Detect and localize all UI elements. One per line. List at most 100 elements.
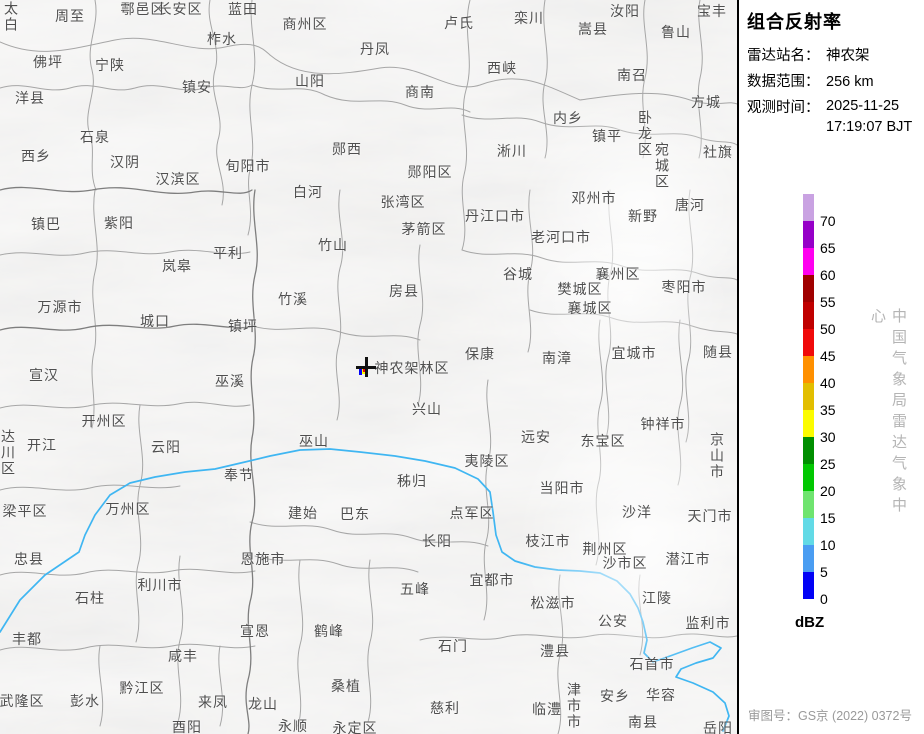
map-label: 枝江市 (525, 533, 571, 549)
echo-pixel-red (363, 369, 365, 372)
map-label: 神农架林区 (374, 360, 450, 376)
map-approval-number: 审图号：GS京 (2022) 0372号 (748, 709, 912, 723)
colorbar-segment (803, 356, 814, 383)
map-label: 西峡 (487, 60, 517, 76)
map-label: 慈利 (430, 700, 460, 716)
radar-station-marker[interactable] (356, 357, 376, 377)
map-area[interactable]: 太白 周至 鄠邑区 长安区 蓝田 栾川 汝阳 嵩县 宝丰 鲁山 柞水 商州区 卢氏 佛坪 宁陕 丹凤 西峡 南召镇… (0, 0, 737, 734)
map-label: 南漳 (542, 350, 572, 366)
field-range-label: 数据范围： (747, 74, 820, 90)
map-label: 社旗 (703, 144, 733, 160)
province-boundaries (0, 186, 258, 734)
map-label: 荆州区 (582, 541, 628, 557)
field-station-value: 神农架 (826, 48, 870, 64)
map-label: 江陵 (642, 590, 672, 606)
map-label: 巴东 (340, 506, 370, 522)
colorbar-segment (803, 302, 814, 329)
map-label: 樊城区 (557, 281, 603, 297)
cma-vertical-watermark: 中国气象局雷达气象中心 (869, 308, 907, 518)
map-label: 张湾区 (380, 194, 426, 210)
field-obstime-label: 观测时间： (747, 100, 820, 116)
info-panel: 组合反射率 雷达站名： 神农架 数据范围： 256 km 观测时间： 2025-11-… (737, 0, 924, 734)
map-label: 宝丰 (697, 3, 727, 19)
map-label: 保康 (465, 346, 495, 362)
colorbar-tick-label: 60 (820, 267, 836, 283)
map-label: 奉节 (224, 467, 254, 483)
map-label: 谷城 (503, 266, 533, 282)
map-label: 安乡 (600, 688, 630, 704)
map-label: 汉阴 (110, 154, 140, 170)
map-label: 彭水 (70, 693, 100, 709)
field-station-label: 雷达站名： (747, 48, 820, 64)
map-label: 旬阳市 (225, 158, 271, 174)
map-label: 桑植 (331, 678, 361, 694)
map-label: 镇巴 (31, 216, 61, 232)
product-title: 组合反射率 (747, 12, 842, 32)
map-label: 咸丰 (168, 648, 198, 664)
map-label: 沙市区 (602, 555, 648, 571)
colorbar-segment (803, 221, 814, 248)
map-label: 钟祥市 (640, 416, 686, 432)
map-label: 栾川 (514, 10, 544, 26)
colorbar-tick-label: 10 (820, 537, 836, 553)
colorbar-tick-label: 5 (820, 564, 828, 580)
map-label: 汝阳 (610, 3, 640, 19)
map-label: 华容 (646, 687, 676, 703)
field-range-value: 256 km (826, 74, 874, 90)
map-label: 天门市 (687, 508, 733, 524)
map-label: 宜城市 (611, 345, 657, 361)
colorbar-segment (803, 437, 814, 464)
map-label: 兴山 (412, 401, 442, 417)
colorbar-tick-label: 40 (820, 375, 836, 391)
map-label: 茅箭区 (401, 221, 447, 237)
echo-pixel-blue (359, 367, 362, 375)
map-label: 襄州区 (595, 266, 641, 282)
map-label: 潜江市 (665, 551, 711, 567)
map-label: 随县 (703, 344, 733, 360)
colorbar-tick-label: 45 (820, 348, 836, 364)
map-label: 监利市 (685, 615, 731, 631)
colorbar-segment (803, 194, 814, 221)
map-label: 房县 (389, 283, 419, 299)
map-label: 龙山 (248, 696, 278, 712)
colorbar-segment (803, 464, 814, 491)
map-label: 万州区 (105, 501, 151, 517)
colorbar-segment (803, 491, 814, 518)
map-label: 临澧 (532, 701, 562, 717)
map-label: 宣汉 (29, 367, 59, 383)
map-label: 宁陕 (95, 57, 125, 73)
map-label: 鲁山 (661, 24, 691, 40)
colorbar-segment (803, 275, 814, 302)
colorbar-segment (803, 329, 814, 356)
field-obstime: 观测时间： 2025-11-25 17:19:07 BJT (747, 96, 912, 138)
map-label: 鹤峰 (314, 623, 344, 639)
map-label: 恩施市 (240, 551, 286, 567)
reflectivity-colorbar: 70 65 60 55 50 45 40 35 30 25 20 15 10 5 0 (803, 194, 883, 607)
obstime-date: 2025-11-25 (826, 98, 900, 114)
map-label: 枣阳市 (661, 279, 707, 295)
map-label: 佛坪 (33, 54, 63, 70)
map-label: 点军区 (449, 505, 495, 521)
colorbar-tick-label: 15 (820, 510, 836, 526)
map-label: 来凤 (198, 694, 228, 710)
colorbar-unit-label: dBZ (795, 614, 825, 631)
colorbar-segment (803, 410, 814, 437)
map-label: 秭归 (397, 473, 427, 489)
map-label: 邓州市 (571, 190, 617, 206)
map-label: 丰都 (12, 631, 42, 647)
map-label: 蓝田 (228, 1, 258, 17)
colorbar-tick-label: 70 (820, 213, 836, 229)
map-label: 永定区 (332, 720, 378, 734)
map-label: 丹江口市 (465, 208, 525, 224)
map-label: 长阳 (422, 533, 452, 549)
map-label: 京山市 (709, 432, 725, 480)
map-label: 公安 (598, 613, 628, 629)
map-label: 卧龙区 (637, 110, 653, 158)
map-label: 永顺 (278, 718, 308, 734)
map-label: 沙洋 (622, 504, 652, 520)
map-label: 宜都市 (469, 572, 515, 588)
map-label: 岚皋 (162, 258, 192, 274)
map-label: 嵩县 (578, 21, 608, 37)
map-label: 洋县 (15, 90, 45, 106)
map-label: 石柱 (75, 590, 105, 606)
